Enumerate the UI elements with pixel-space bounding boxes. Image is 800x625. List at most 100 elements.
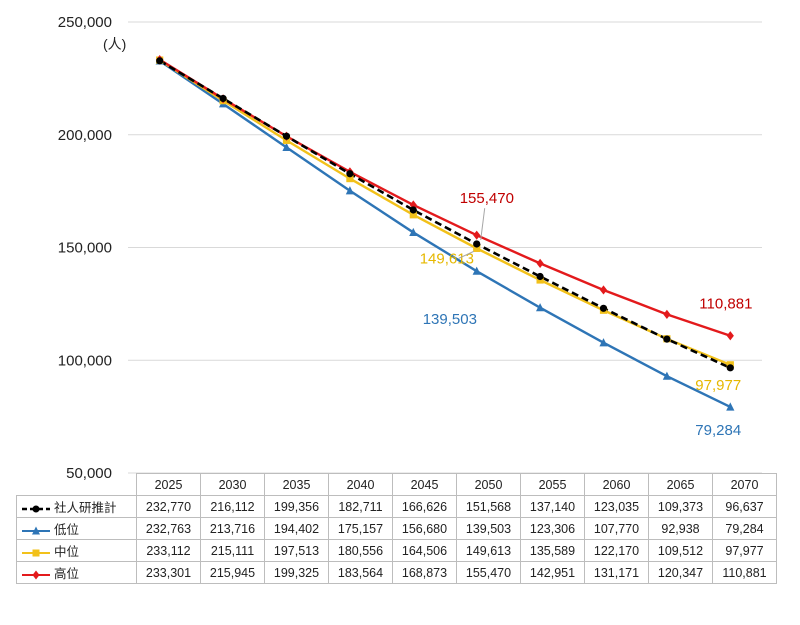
annotations: 155,470 149,613 139,503 110,881 97,977 79,284: [420, 190, 753, 439]
data-point-社人研推計: [663, 335, 671, 343]
table-cell: 233,301: [136, 561, 201, 584]
table-header-year: 2060: [584, 473, 649, 496]
data-point-高位: [599, 285, 608, 295]
table-corner: [16, 473, 137, 496]
table-cell: 149,613: [456, 539, 521, 562]
legend-marker: [32, 570, 40, 580]
table-cell: 199,356: [264, 495, 329, 518]
table-cell: 123,306: [520, 517, 585, 540]
table-cell: 122,170: [584, 539, 649, 562]
data-point-低位: [409, 227, 418, 237]
data-point-低位: [472, 266, 481, 275]
table-cell: 175,157: [328, 517, 393, 540]
series-label: 中位: [16, 539, 137, 562]
table-cell: 96,637: [712, 495, 777, 518]
annotation-label: 139,503: [423, 311, 477, 328]
y-tick-label: 100,000: [58, 352, 112, 369]
table-cell: 166,626: [392, 495, 457, 518]
table-row: 中位 233,112 215,111 197,513 180,556 164,506 149…: [16, 539, 777, 562]
table-header-year: 2025: [136, 473, 201, 496]
data-point-社人研推計: [346, 170, 354, 178]
table-header-year: 2035: [264, 473, 329, 496]
table-header-year: 2040: [328, 473, 393, 496]
table-cell: 110,881: [712, 561, 777, 584]
legend-key-社人研推計: [22, 505, 50, 513]
legend-marker: [32, 505, 40, 513]
series-label: 社人研推計: [16, 495, 137, 518]
series-line-社人研推計: [159, 59, 731, 370]
data-point-社人研推計: [409, 206, 417, 214]
data-point-社人研推計: [219, 94, 227, 103]
table-cell: 232,763: [136, 517, 201, 540]
y-tick-label: 250,000: [58, 14, 112, 31]
table-header-year: 2030: [200, 473, 265, 496]
y-tick-label: 150,000: [58, 240, 112, 257]
data-point-中位: [346, 174, 354, 183]
data-point-社人研推計: [599, 304, 608, 312]
table-cell: 180,556: [328, 539, 393, 562]
data-point-高位: [663, 309, 671, 319]
data-point-低位: [536, 303, 545, 312]
legend-key-高位: [22, 570, 50, 580]
table-cell: 123,035: [584, 495, 649, 518]
data-point-社人研推計: [156, 57, 164, 65]
table-cell: 109,512: [648, 539, 713, 562]
annotation-label: 97,977: [695, 377, 741, 394]
annotation-label: 155,470: [460, 190, 514, 207]
legend-key-中位: [22, 549, 50, 557]
series-label: 低位: [16, 517, 137, 540]
table-cell: 142,951: [520, 561, 585, 584]
data-point-低位: [726, 402, 735, 411]
leader-line: [458, 250, 474, 259]
table-cell: 216,112: [200, 495, 265, 518]
table-cell: 182,711: [328, 495, 393, 518]
annotation-label: 79,284: [695, 422, 741, 439]
data-point-低位: [662, 371, 671, 380]
table-cell: 183,564: [328, 561, 393, 584]
leader-line: [480, 208, 486, 241]
data-point-低位: [282, 142, 291, 151]
data-point-高位: [536, 258, 544, 268]
data-point-低位: [345, 186, 354, 195]
table-cell: 137,140: [520, 495, 585, 518]
table-cell: 135,589: [520, 539, 585, 562]
table-cell: 151,568: [456, 495, 521, 518]
data-point-中位: [473, 244, 481, 252]
series-line-高位: [159, 58, 731, 337]
legend-marker: [32, 526, 40, 535]
series-lines: [159, 58, 731, 409]
series-label: 高位: [16, 561, 137, 584]
data-point-社人研推計: [473, 240, 481, 248]
legend-marker: [32, 549, 40, 557]
table-header-year: 2065: [648, 473, 713, 496]
series-name: 中位: [54, 545, 80, 559]
series-name: 高位: [54, 567, 80, 581]
data-point-高位: [473, 230, 481, 240]
table-header-year: 2070: [712, 473, 777, 496]
annotation-label: 110,881: [699, 296, 752, 313]
table-cell: 156,680: [392, 517, 457, 540]
table-header-year: 2050: [456, 473, 521, 496]
data-point-高位: [726, 331, 734, 341]
series-name: 低位: [54, 523, 80, 537]
table-row: 低位 232,763 213,716 194,402 175,157 156,680 139…: [16, 517, 777, 540]
data-table: 2025 2030 2035 2040 2045 2050 2055 2060 2065 2070…: [16, 473, 777, 584]
series-markers: [155, 55, 735, 411]
gridlines: [128, 21, 762, 474]
series-name: 社人研推計: [54, 501, 117, 515]
table-row: 高位 233,301 215,945 199,325 183,564 168,873 155…: [16, 561, 777, 584]
table-cell: 215,111: [200, 539, 265, 562]
legend-key-低位: [22, 526, 50, 535]
table-cell: 215,945: [200, 561, 265, 584]
table-cell: 92,938: [648, 517, 713, 540]
series-line-低位: [159, 59, 731, 409]
table-cell: 197,513: [264, 539, 329, 562]
table-cell: 97,977: [712, 539, 777, 562]
table-cell: 79,284: [712, 517, 777, 540]
table-header-row: 2025 2030 2035 2040 2045 2050 2055 2060 2065 2070: [16, 473, 777, 496]
table-cell: 213,716: [200, 517, 265, 540]
table-cell: 199,325: [264, 561, 329, 584]
table-cell: 164,506: [392, 539, 457, 562]
table-cell: 131,171: [584, 561, 649, 584]
